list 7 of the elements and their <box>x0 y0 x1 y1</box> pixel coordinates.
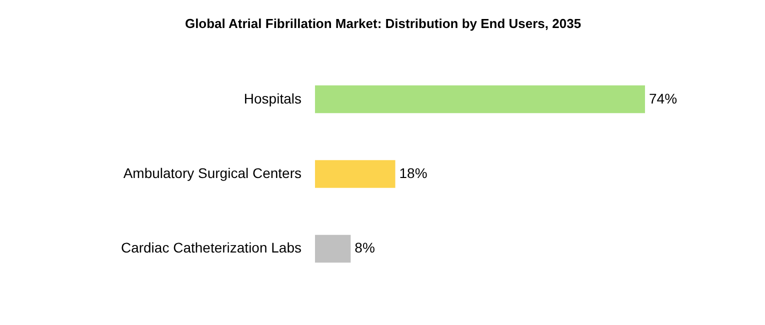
data-label: 74% <box>649 90 678 106</box>
y-tick-label: Cardiac Catheterization Labs <box>120 240 302 256</box>
data-label: 8% <box>354 240 375 256</box>
y-tick-label: Hospitals <box>244 90 302 106</box>
data-label: 18% <box>399 165 428 181</box>
chart-title: Global Atrial Fibrillation Market: Distribution by End Users, 2035 <box>184 16 582 31</box>
y-tick-label: Ambulatory Surgical Centers <box>123 165 302 181</box>
